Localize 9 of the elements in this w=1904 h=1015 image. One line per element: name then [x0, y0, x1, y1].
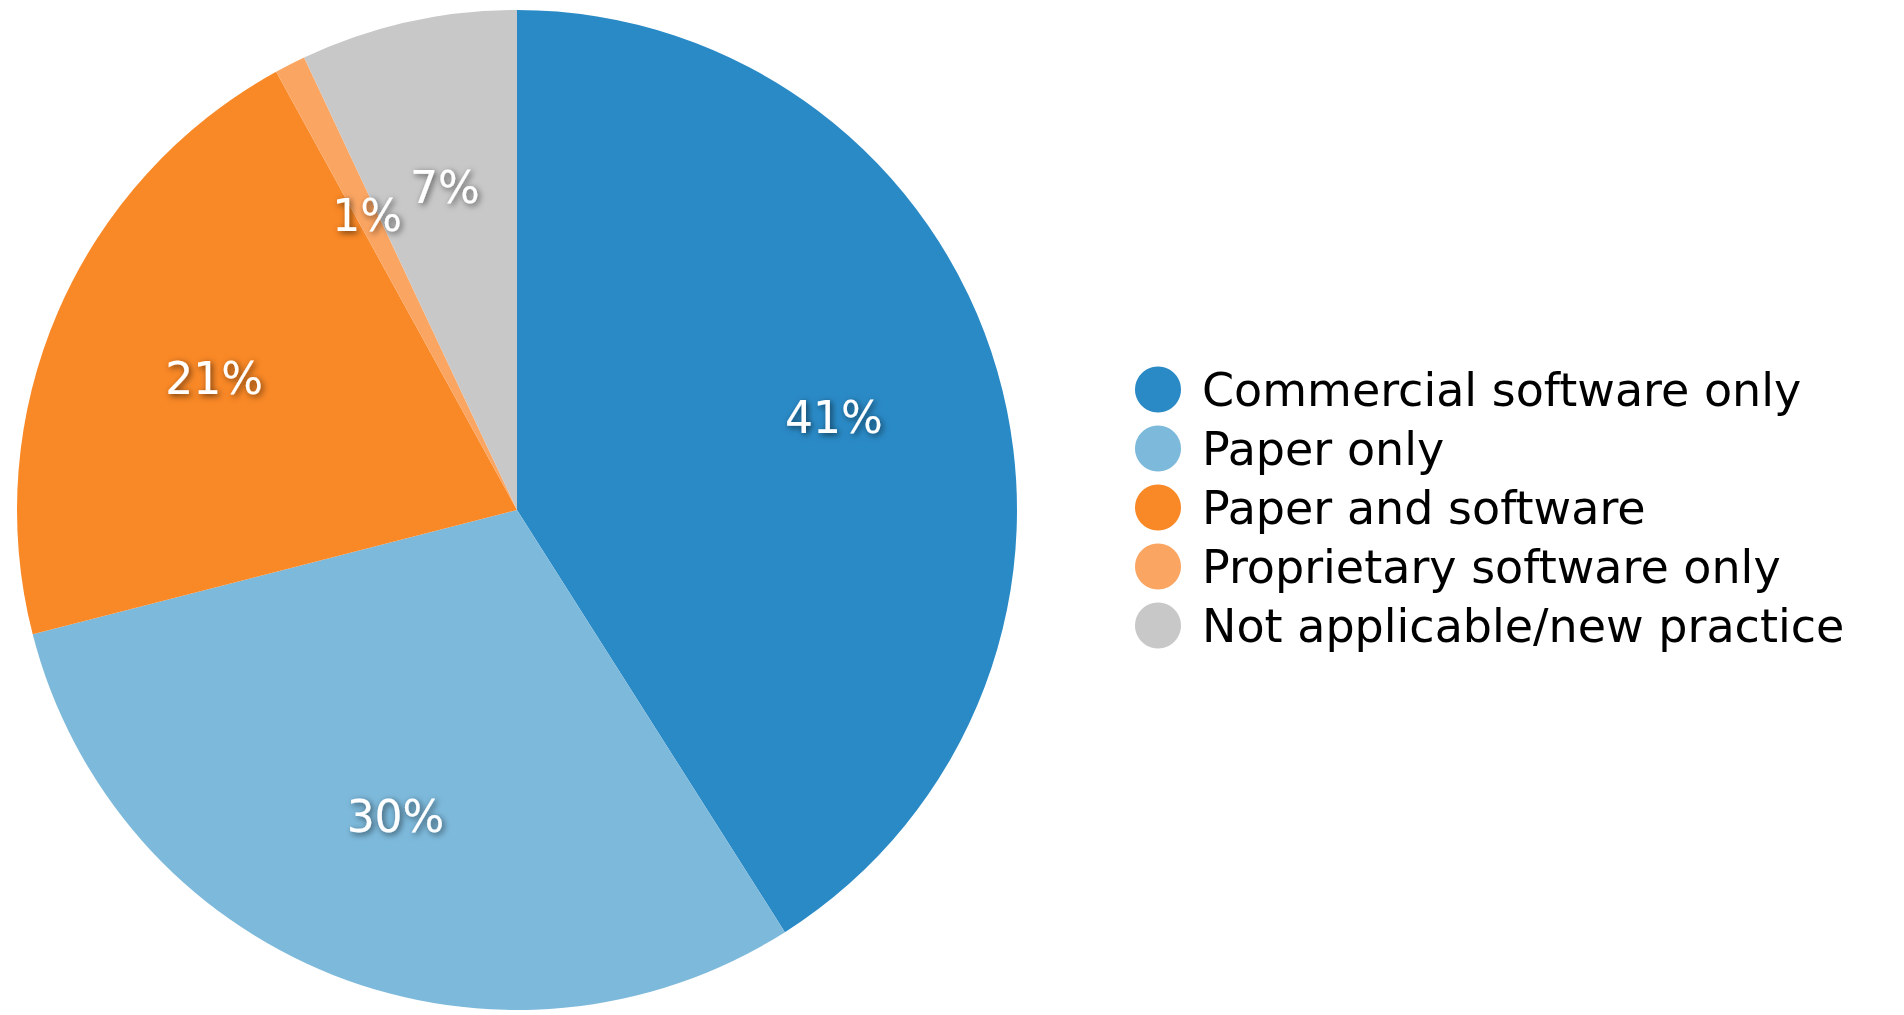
legend-label: Commercial software only	[1202, 362, 1802, 417]
legend-label: Paper only	[1202, 421, 1445, 476]
data-label: 30%	[346, 791, 445, 843]
data-label: 21%	[165, 353, 264, 405]
legend-label: Proprietary software only	[1202, 539, 1781, 594]
legend-label: Paper and software	[1202, 480, 1646, 535]
data-label: 7%	[410, 162, 480, 214]
legend-label: Not applicable/new practice	[1202, 598, 1845, 653]
data-label: 41%	[785, 392, 883, 444]
